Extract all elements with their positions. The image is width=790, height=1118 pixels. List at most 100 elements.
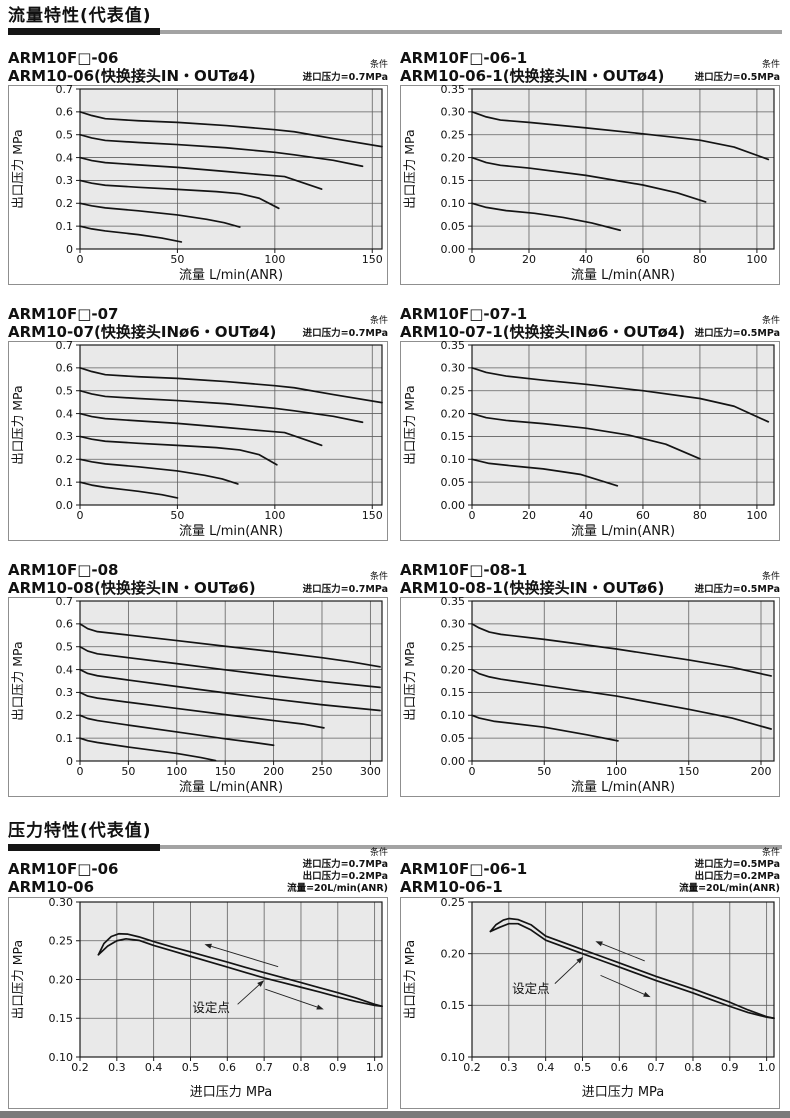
x-tick-label: 20: [522, 509, 536, 522]
chart-plot: 0.2 0.3 0.4 0.5 0.6 0.7 0.8 0.9 1.0 0.10 0.15 0.20 0…: [400, 896, 780, 1109]
y-tick-label: 0.15: [49, 1012, 74, 1025]
chart-conditions: 条件 进口压力=0.7MPa: [303, 60, 388, 85]
x-tick-label: 0.6: [611, 1061, 629, 1074]
y-tick-label: 0.6: [56, 618, 74, 631]
plot-frame: [471, 344, 775, 506]
x-tick-label: 50: [170, 509, 184, 522]
pressure-section: 压力特性(代表值) ARM10F□-06 ARM10-06 条件 进口压力=0.…: [8, 821, 782, 1109]
condition-header: 条件: [761, 60, 780, 71]
chart-model-code: ARM10F□-07: [8, 305, 119, 324]
chart-conditions: 条件 进口压力=0.5MPa: [695, 60, 780, 85]
y-tick-label: 0.00: [441, 755, 466, 768]
set-point-label: 设定点: [192, 1000, 230, 1015]
series-line: [471, 714, 619, 743]
y-tick-label: 0: [66, 243, 73, 256]
x-axis-label: 进口压力 MPa: [582, 1085, 665, 1100]
y-tick-label: 0.6: [56, 106, 74, 119]
x-tick-label: 80: [693, 509, 707, 522]
condition-header: 条件: [761, 848, 780, 859]
flow-section: 流量特性(代表值) ARM10F□-06 ARM10-06(快换接头IN・OUT…: [8, 0, 782, 798]
condition-header: 条件: [369, 60, 388, 71]
chart-block: ARM10F□-07 ARM10-07(快换接头INø6・OUTø4) 条件 进…: [8, 297, 388, 542]
x-tick-label: 0.9: [721, 1061, 739, 1074]
x-tick-label: 1.0: [758, 1061, 776, 1074]
y-axis-label: 出口压力 MPa: [10, 642, 25, 721]
condition-line: 进口压力=0.7MPa: [302, 327, 388, 339]
series-line: [489, 922, 775, 1019]
chart-conditions: 条件 进口压力=0.5MPa: [695, 572, 780, 597]
y-tick-label: 0.5: [56, 641, 74, 654]
chart-header: ARM10F□-07-1 ARM10-07-1(快换接头INø6・OUTø4) …: [400, 297, 780, 341]
y-tick-label: 0.15: [441, 175, 466, 188]
y-tick-label: 0.25: [441, 385, 466, 398]
y-tick-label: 0.30: [441, 106, 466, 119]
condition-line: 出口压力=0.2MPa: [694, 871, 780, 883]
hysteresis-direction-arrow: [601, 943, 645, 962]
hysteresis-direction-arrow-head: [204, 943, 212, 949]
chart-header: ARM10F□-06-1 ARM10-06-1(快换接头IN・OUTø4) 条件…: [400, 41, 780, 85]
chart-plot: 0 20 40 60 80 100 0.00 0.05 0.10 0.15 0.20 0.25 0.30…: [400, 341, 780, 542]
y-axis-label: 出口压力 MPa: [402, 130, 417, 209]
chart-conditions: 条件 进口压力=0.7MPa: [303, 316, 388, 341]
x-axis-label: 流量 L/min(ANR): [179, 780, 283, 795]
x-tick-label: 0.5: [574, 1061, 592, 1074]
y-tick-label: 0.10: [441, 453, 466, 466]
y-tick-label: 0.35: [441, 85, 466, 96]
y-axis-label: 出口压力 MPa: [402, 386, 417, 465]
series-line: [79, 157, 323, 191]
series-line: [471, 623, 772, 678]
chart-titles: ARM10F□-06 ARM10-06(快换接头IN・OUTø4): [8, 49, 256, 85]
plot-frame: [471, 600, 775, 762]
x-tick-label: 0.8: [684, 1061, 702, 1074]
x-tick-label: 0: [469, 509, 476, 522]
rule-light-bar: [160, 845, 782, 850]
x-tick-label: 150: [215, 765, 236, 778]
y-tick-label: 0.20: [441, 664, 466, 677]
condition-header: 条件: [761, 316, 780, 327]
series-line: [79, 413, 323, 447]
x-tick-label: 200: [263, 765, 284, 778]
plot-area: [80, 345, 382, 506]
y-tick-label: 0.20: [49, 973, 74, 986]
y-tick-label: 0.10: [441, 197, 466, 210]
y-tick-label: 0.20: [441, 152, 466, 165]
pressure-charts-grid: ARM10F□-06 ARM10-06 条件 进口压力=0.7MPa 出口压力=0…: [8, 848, 782, 1109]
x-tick-label: 60: [636, 253, 650, 266]
series-line: [79, 367, 383, 404]
condition-line: 出口压力=0.2MPa: [302, 871, 388, 883]
x-tick-label: 40: [579, 253, 593, 266]
x-tick-label: 150: [362, 509, 383, 522]
chart-model-code: ARM10F□-08-1: [400, 561, 528, 580]
x-tick-label: 80: [693, 253, 707, 266]
condition-line: 流量=20L/min(ANR): [679, 883, 780, 895]
y-tick-label: 0.3: [56, 687, 74, 700]
x-tick-label: 50: [170, 253, 184, 266]
chart-model-desc: ARM10-07(快换接头INø6・OUTø4): [8, 322, 277, 341]
y-tick-label: 0.30: [49, 897, 74, 909]
series-line: [79, 623, 381, 669]
y-tick-label: 0.35: [441, 597, 466, 608]
y-tick-label: 0.25: [49, 934, 74, 947]
condition-line: 进口压力=0.7MPa: [302, 583, 388, 595]
series-line: [79, 691, 325, 730]
y-tick-label: 0.2: [56, 197, 74, 210]
x-tick-label: 300: [360, 765, 381, 778]
chart-header: ARM10F□-06 ARM10-06(快换接头IN・OUTø4) 条件 进口压…: [8, 41, 388, 85]
y-tick-label: 0.2: [56, 453, 74, 466]
set-point-pointer-head: [257, 980, 265, 987]
chart-conditions: 条件 进口压力=0.7MPa: [303, 572, 388, 597]
x-tick-label: 250: [311, 765, 332, 778]
condition-header: 条件: [369, 572, 388, 583]
y-tick-label: 0.3: [56, 431, 74, 444]
y-tick-label: 0.00: [441, 243, 466, 256]
chart-titles: ARM10F□-06-1 ARM10-06-1(快换接头IN・OUTø4): [400, 49, 664, 85]
hysteresis-direction-arrow: [211, 945, 279, 967]
chart-plot: 0 20 40 60 80 100 0.00 0.05 0.10 0.15 0.20 0.25 0.30…: [400, 85, 780, 286]
x-tick-label: 0.7: [647, 1061, 665, 1074]
x-tick-label: 20: [522, 253, 536, 266]
x-axis-label: 流量 L/min(ANR): [179, 268, 283, 283]
x-tick-label: 0.8: [292, 1061, 310, 1074]
y-tick-label: 0.10: [441, 709, 466, 722]
y-axis-label: 出口压力 MPa: [10, 130, 25, 209]
x-tick-label: 0.9: [329, 1061, 347, 1074]
